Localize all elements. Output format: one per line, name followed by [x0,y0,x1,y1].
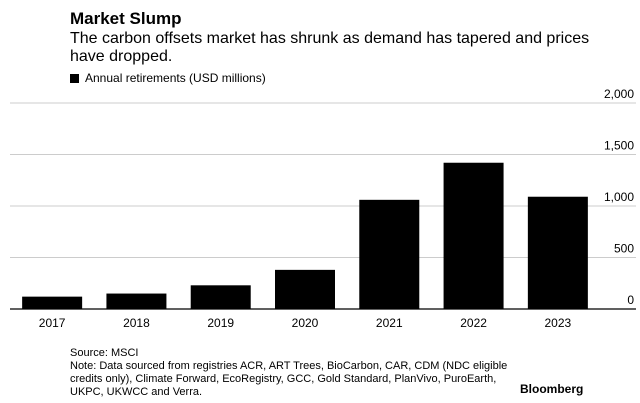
bar-2020 [275,269,335,309]
legend: Annual retirements (USD millions) [70,71,266,85]
bar-chart: 2,000 1,500 1,000 500 0 2017 2018 2019 2020 2021 2… [10,87,636,330]
x-tick-label: 2017 [39,316,66,330]
x-tick-label: 2022 [460,316,487,330]
chart-title: Market Slump [70,9,182,28]
bar-2023 [527,196,588,309]
x-tick-label: 2019 [207,316,234,330]
footer-notes: Source: MSCI Note: Data sourced from reg… [70,347,510,399]
legend-swatch [70,73,79,83]
bloomberg-logo: Bloomberg [520,382,584,396]
y-tick-label: 1,500 [604,139,634,153]
bar-2022 [443,162,504,309]
x-tick-label: 2023 [545,316,572,330]
legend-label: Annual retirements (USD millions) [85,71,266,85]
y-tick-label: 0 [627,293,634,307]
source-text: Source: MSCI [70,347,139,359]
bar-2017 [22,296,83,309]
x-tick-label: 2020 [292,316,319,330]
note-text: Note: Data sourced from registries ACR, … [70,360,508,398]
y-tick-label: 1,000 [604,190,634,204]
y-tick-label: 2,000 [604,87,634,101]
chart-subtitle: The carbon offsets market has shrunk as … [70,30,590,65]
x-tick-label: 2021 [376,316,403,330]
bar-2018 [106,293,167,309]
bar-2021 [359,199,420,309]
x-tick-label: 2018 [123,316,150,330]
bar-2019 [190,285,251,309]
y-tick-label: 500 [614,242,634,256]
